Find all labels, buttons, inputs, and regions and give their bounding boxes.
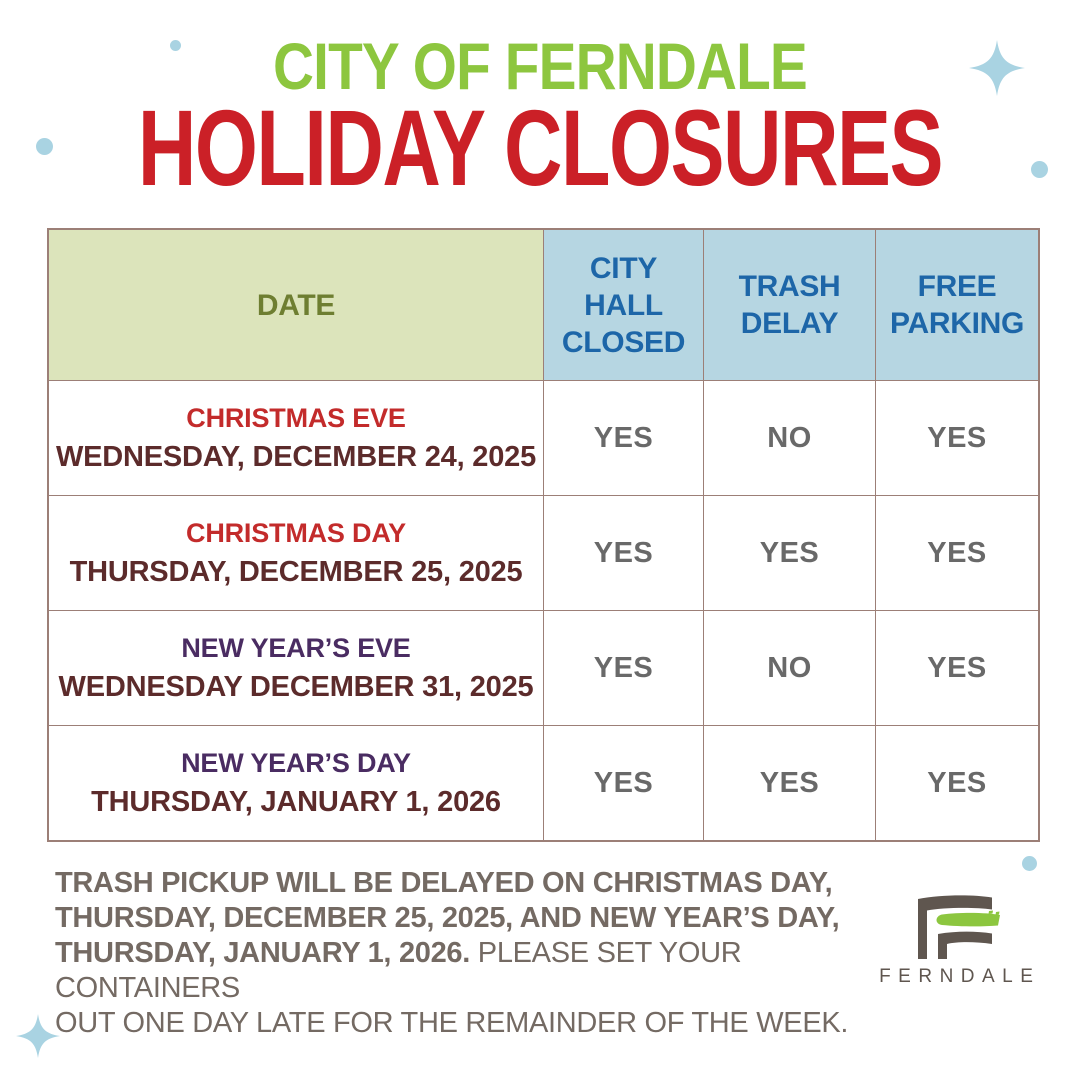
- dot-icon: [1031, 161, 1048, 178]
- ferndale-f-logo-icon: [901, 888, 1016, 968]
- page-title: HOLIDAY CLOSURES: [137, 87, 944, 208]
- table-row: CHRISTMAS EVE WEDNESDAY, DECEMBER 24, 20…: [49, 380, 1038, 495]
- holiday-date: THURSDAY, DECEMBER 25, 2025: [69, 556, 523, 588]
- holiday-name: NEW YEAR’S EVE: [181, 633, 411, 663]
- city-hall-closed-value: YES: [543, 726, 703, 840]
- note-bold-text: TRASH PICKUP WILL BE DELAYED ON CHRISTMA…: [55, 867, 840, 969]
- city-hall-closed-value: YES: [543, 611, 703, 725]
- city-hall-closed-value: YES: [543, 496, 703, 610]
- header-free-parking: FREE PARKING: [875, 230, 1038, 380]
- note-regular-text: PLEASE SET YOUR CONTAINERS OUT ONE DAY L…: [55, 937, 849, 1039]
- dot-icon: [1022, 856, 1037, 871]
- city-title: CITY OF FERNDALE: [273, 29, 808, 103]
- holiday-name: CHRISTMAS EVE: [186, 403, 406, 433]
- holiday-name: NEW YEAR’S DAY: [181, 748, 411, 778]
- holiday-date: WEDNESDAY, DECEMBER 24, 2025: [55, 441, 537, 473]
- date-cell: CHRISTMAS DAY THURSDAY, DECEMBER 25, 202…: [49, 496, 543, 610]
- ferndale-wordmark: FERNDALE: [879, 966, 1041, 987]
- trash-delay-value: YES: [703, 726, 875, 840]
- trash-pickup-note: TRASH PICKUP WILL BE DELAYED ON CHRISTMA…: [55, 866, 875, 1041]
- holiday-name: CHRISTMAS DAY: [186, 518, 406, 548]
- table-row: NEW YEAR’S DAY THURSDAY, JANUARY 1, 2026…: [49, 725, 1038, 840]
- dot-icon: [36, 138, 53, 155]
- header-trash-delay: TRASH DELAY: [703, 230, 875, 380]
- free-parking-value: YES: [875, 381, 1038, 495]
- header-date: DATE: [49, 230, 543, 380]
- city-hall-closed-value: YES: [543, 381, 703, 495]
- date-cell: NEW YEAR’S EVE WEDNESDAY DECEMBER 31, 20…: [49, 611, 543, 725]
- free-parking-value: YES: [875, 726, 1038, 840]
- trash-delay-value: YES: [703, 496, 875, 610]
- trash-delay-value: NO: [703, 381, 875, 495]
- sparkle-icon: [16, 1014, 60, 1058]
- holiday-date: THURSDAY, JANUARY 1, 2026: [91, 786, 501, 818]
- table-row: CHRISTMAS DAY THURSDAY, DECEMBER 25, 202…: [49, 495, 1038, 610]
- trash-delay-value: NO: [703, 611, 875, 725]
- header-city-hall-closed: CITY HALL CLOSED: [543, 230, 703, 380]
- closures-table: DATE CITY HALL CLOSED TRASH DELAY FREE P…: [47, 228, 1040, 842]
- date-cell: NEW YEAR’S DAY THURSDAY, JANUARY 1, 2026: [49, 726, 543, 840]
- table-header-row: DATE CITY HALL CLOSED TRASH DELAY FREE P…: [49, 230, 1038, 380]
- free-parking-value: YES: [875, 496, 1038, 610]
- holiday-date: WEDNESDAY DECEMBER 31, 2025: [58, 671, 534, 703]
- table-row: NEW YEAR’S EVE WEDNESDAY DECEMBER 31, 20…: [49, 610, 1038, 725]
- date-cell: CHRISTMAS EVE WEDNESDAY, DECEMBER 24, 20…: [49, 381, 543, 495]
- free-parking-value: YES: [875, 611, 1038, 725]
